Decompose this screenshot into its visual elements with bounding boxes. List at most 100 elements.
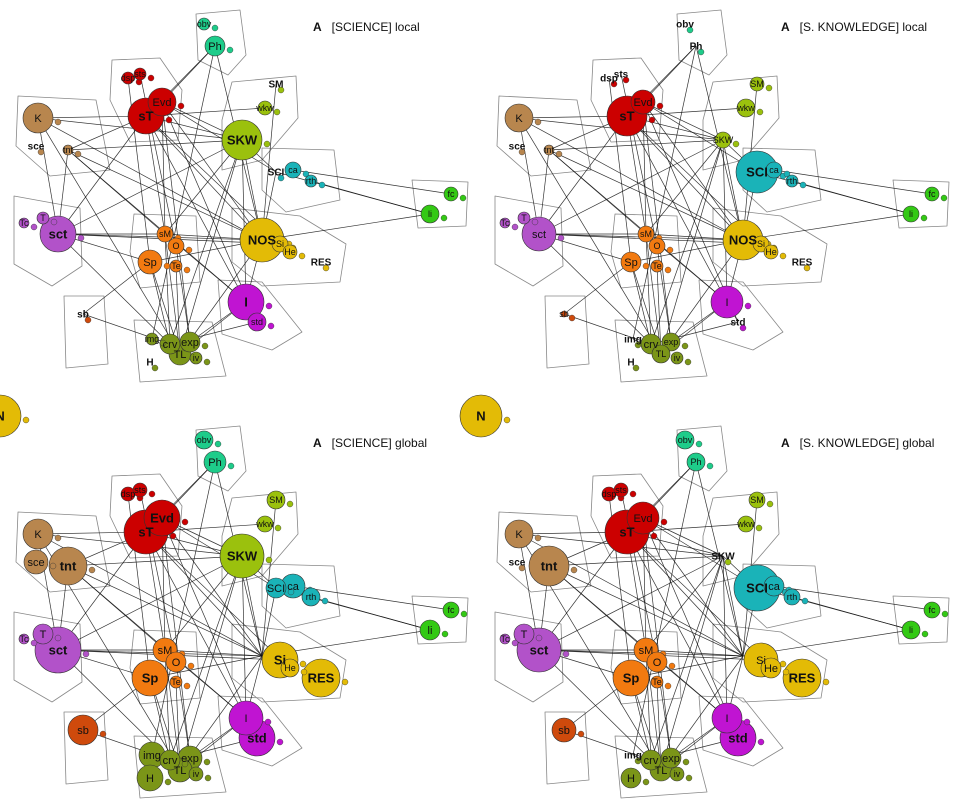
node-obv[interactable]: [675, 430, 695, 450]
node-rth[interactable]: [301, 587, 321, 607]
node-He[interactable]: [763, 244, 779, 260]
node-li[interactable]: [902, 205, 920, 223]
node-Sp[interactable]: [612, 659, 650, 697]
node-Te[interactable]: [650, 675, 664, 689]
node-sb[interactable]: [67, 714, 99, 746]
node-fc[interactable]: [442, 601, 460, 619]
node-rth[interactable]: [304, 174, 318, 188]
node-RES[interactable]: [301, 658, 341, 698]
node-sct[interactable]: [521, 216, 557, 252]
node-wkw[interactable]: [256, 515, 274, 533]
node-SKW[interactable]: [221, 119, 263, 161]
node-img[interactable]: [145, 332, 159, 346]
node-He[interactable]: [280, 658, 300, 678]
node-SM[interactable]: [749, 76, 765, 92]
node-Evd[interactable]: [626, 501, 660, 535]
node-N[interactable]: [459, 394, 503, 438]
node-K[interactable]: [22, 518, 54, 550]
node-Sp[interactable]: [131, 659, 169, 697]
node-Sp[interactable]: [620, 251, 642, 273]
node-li[interactable]: [420, 204, 440, 224]
node-tnt[interactable]: [62, 144, 74, 156]
node-O[interactable]: [165, 651, 187, 673]
node-H[interactable]: [136, 764, 164, 792]
node-O[interactable]: [167, 237, 185, 255]
node-rth[interactable]: [785, 174, 799, 188]
node-H[interactable]: [620, 767, 642, 789]
node-ca[interactable]: [284, 161, 302, 179]
node-Te[interactable]: [650, 259, 664, 273]
node-Te[interactable]: [169, 259, 183, 273]
node-tnt[interactable]: [543, 144, 555, 156]
node-K[interactable]: [504, 519, 534, 549]
node-iv[interactable]: [669, 766, 685, 782]
node-TL[interactable]: [651, 344, 671, 364]
node-fc[interactable]: [443, 186, 459, 202]
node-O[interactable]: [648, 237, 666, 255]
node-iv[interactable]: [188, 766, 204, 782]
node-Tc[interactable]: [499, 633, 511, 645]
node-wkw[interactable]: [736, 98, 756, 118]
node-fc[interactable]: [923, 601, 941, 619]
node-Tc[interactable]: [18, 633, 30, 645]
node-I[interactable]: [227, 283, 265, 321]
node-SKW[interactable]: [714, 131, 732, 149]
node-iv[interactable]: [670, 351, 684, 365]
node-dsp[interactable]: [121, 71, 135, 85]
node-std[interactable]: [247, 312, 267, 332]
node-rth[interactable]: [783, 588, 801, 606]
node-Evd[interactable]: [630, 89, 656, 115]
node-He[interactable]: [282, 244, 298, 260]
node-sts[interactable]: [132, 482, 148, 498]
node-T[interactable]: [32, 623, 54, 645]
node-obv[interactable]: [197, 17, 211, 31]
node-wkw[interactable]: [257, 100, 273, 116]
node-SCI[interactable]: [265, 577, 287, 599]
node-sce[interactable]: [23, 549, 49, 575]
node-sb[interactable]: [551, 717, 577, 743]
node-sts[interactable]: [613, 482, 629, 498]
node-T[interactable]: [513, 623, 535, 645]
node-sct[interactable]: [39, 215, 77, 253]
node-I[interactable]: [228, 700, 264, 736]
node-Sp[interactable]: [137, 249, 163, 275]
node-SM[interactable]: [266, 490, 286, 510]
node-li[interactable]: [419, 619, 441, 641]
node-crv[interactable]: [159, 749, 181, 771]
node-SKW[interactable]: [219, 533, 265, 579]
node-RES[interactable]: [782, 658, 822, 698]
node-SM[interactable]: [748, 491, 766, 509]
node-Evd[interactable]: [143, 499, 181, 537]
node-iv[interactable]: [189, 351, 203, 365]
node-sM[interactable]: [637, 225, 655, 243]
node-ca[interactable]: [763, 575, 785, 597]
node-tnt[interactable]: [48, 546, 88, 586]
node-exp[interactable]: [179, 331, 201, 353]
node-K[interactable]: [22, 102, 54, 134]
node-Evd[interactable]: [147, 87, 177, 117]
node-obv[interactable]: [194, 430, 214, 450]
node-Ph[interactable]: [686, 452, 706, 472]
node-Te[interactable]: [169, 675, 183, 689]
node-He[interactable]: [760, 657, 782, 679]
node-sb[interactable]: [560, 310, 568, 318]
node-I[interactable]: [711, 702, 743, 734]
node-I[interactable]: [710, 285, 744, 319]
node-T[interactable]: [36, 211, 50, 225]
node-Tc[interactable]: [18, 217, 30, 229]
node-T[interactable]: [517, 211, 531, 225]
node-ca[interactable]: [765, 161, 783, 179]
node-Ph[interactable]: [204, 35, 226, 57]
node-Tc[interactable]: [499, 217, 511, 229]
node-tnt[interactable]: [528, 545, 570, 587]
node-exp[interactable]: [660, 747, 682, 769]
node-li[interactable]: [901, 620, 921, 640]
node-sM[interactable]: [156, 225, 174, 243]
node-Ph[interactable]: [203, 450, 227, 474]
node-sts[interactable]: [133, 67, 147, 81]
node-N[interactable]: [0, 394, 22, 438]
node-O[interactable]: [646, 651, 668, 673]
node-exp[interactable]: [661, 332, 681, 352]
node-K[interactable]: [504, 103, 534, 133]
node-fc[interactable]: [924, 186, 940, 202]
